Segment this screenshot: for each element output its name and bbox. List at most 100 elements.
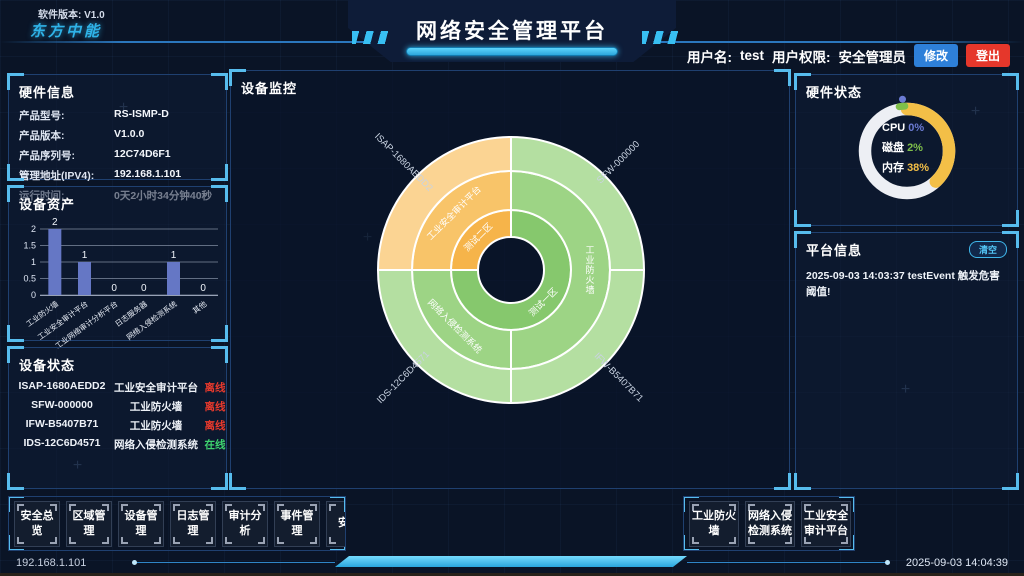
- slash-decoration-left: [352, 31, 392, 44]
- device-status-panel: 设备状态 ISAP-1680AEDD2 工业安全审计平台 离线 SFW-000000 工…: [7, 346, 228, 490]
- device-status-row: ISAP-1680AEDD2 工业安全审计平台 离线: [9, 378, 226, 397]
- nav-button[interactable]: 工业防火墙: [689, 500, 739, 547]
- sunburst-segment[interactable]: [376, 135, 512, 271]
- clear-button[interactable]: 清空: [968, 241, 1007, 258]
- device-status-title: 设备状态: [19, 358, 76, 373]
- info-label: 产品型号:: [19, 109, 65, 122]
- info-value: V1.0.0: [114, 127, 145, 140]
- status-bar-deco: [335, 556, 687, 567]
- bar[interactable]: [77, 262, 91, 295]
- platform-info-title: 平台信息: [806, 243, 863, 258]
- device-type: 工业防火墙: [129, 420, 183, 432]
- svg-text:0: 0: [30, 290, 35, 300]
- svg-text:2: 2: [30, 224, 35, 234]
- hardware-info-row: 产品型号: RS-ISMP-D: [9, 105, 226, 125]
- platform-info-panel: 平台信息 清空 2025-09-03 14:03:37 testEvent 触发…: [794, 231, 1019, 490]
- device-monitor-title: 设备监控: [241, 81, 298, 96]
- bottom-nav-right: 工业防火墙 网络入侵检测系统 工业安全审计平台: [683, 496, 855, 551]
- device-code: IFW-B5407B71: [25, 418, 99, 430]
- status-bar-line-right: [687, 560, 890, 565]
- device-assets-title: 设备资产: [19, 197, 76, 212]
- device-status-table: ISAP-1680AEDD2 工业安全审计平台 离线 SFW-000000 工业防火墙离…: [9, 378, 226, 454]
- svg-text:2: 2: [52, 217, 58, 228]
- platform-event-message: 2025-09-03 14:03:37 testEvent 触发危害阈值!: [806, 270, 1000, 298]
- device-type: 工业安全审计平台: [114, 382, 198, 394]
- device-type: 工业防火墙: [129, 401, 183, 413]
- info-value: 12C74D6F1: [114, 147, 171, 160]
- assets-bar-chart: 00.511.522工业防火墙1工业安全审计平台0工业网络审计分析平台0日志服务…: [23, 217, 218, 351]
- svg-text:0.5: 0.5: [23, 274, 36, 284]
- bar[interactable]: [166, 262, 180, 295]
- status-badge: 离线: [204, 420, 226, 432]
- bottom-nav-left: 安全总览区域管理设备管理日志管理审计分析事件管理安全: [8, 496, 346, 551]
- brand-logo: 东方中能: [30, 23, 103, 40]
- info-value: RS-ISMP-D: [114, 107, 169, 120]
- user-info-bar: 用户名: test 用户权限: 安全管理员 修改 登出: [687, 44, 1010, 67]
- device-type: 网络入侵检测系统: [114, 439, 198, 451]
- modify-button[interactable]: 修改: [913, 44, 958, 67]
- svg-text:0: 0: [111, 283, 117, 294]
- device-assets-panel: 设备资产 0 0.5 1 1.5 2 2 工业防火墙 1 工业安全审计平台 0 工业网络审计分析平台…: [7, 185, 228, 351]
- username-label: 用户名:: [686, 49, 732, 65]
- nav-button[interactable]: 设备管理: [118, 500, 164, 547]
- device-monitor-panel: 测试一区 测试二区 工业防火墙 网络入侵检测系统 工业安全审计平台 SFW-000000 I…: [229, 69, 791, 490]
- svg-text:其他: 其他: [190, 298, 208, 315]
- hardware-status-gauge: CPU 0% 磁盘 2% 内存 38%: [858, 95, 956, 200]
- hardware-status-panel: 硬件状态 CPU 0% 磁盘 2% 内存 38%: [794, 73, 1019, 227]
- hardware-status-title: 硬件状态: [806, 85, 863, 100]
- device-status-row: IFW-B5407B71 工业防火墙 离线: [9, 416, 226, 435]
- nav-button[interactable]: 网络入侵检测系统: [745, 500, 795, 547]
- nav-button[interactable]: 日志管理: [170, 500, 216, 547]
- nav-button-group-left: 安全总览区域管理设备管理日志管理审计分析事件管理安全: [9, 497, 345, 550]
- nav-button[interactable]: 区域管理: [66, 500, 112, 547]
- svg-text:1: 1: [81, 250, 87, 261]
- info-label: 产品版本:: [19, 129, 65, 142]
- nav-button-group-right: 工业防火墙 网络入侵检测系统 工业安全审计平台: [684, 497, 854, 550]
- svg-text:0: 0: [200, 283, 206, 294]
- status-bar-ip: 192.168.1.101: [16, 557, 87, 569]
- sunburst-label: IDS-12C6D4571: [375, 349, 432, 406]
- gauge-metric: CPU 0%: [882, 122, 924, 134]
- nav-button[interactable]: 事件管理: [274, 500, 320, 547]
- info-value: 192.168.1.101: [114, 167, 182, 180]
- title-underline-bar: [406, 47, 618, 56]
- status-bar-datetime: 2025-09-03 14:04:39: [905, 557, 1008, 569]
- bottom-edge-strip: [0, 573, 1024, 576]
- page-title: 网络安全管理平台: [416, 20, 608, 43]
- nav-button[interactable]: 审计分析: [222, 500, 268, 547]
- svg-text:0: 0: [141, 283, 147, 294]
- gauge-metric: 磁盘 2%: [882, 140, 923, 154]
- info-label: 管理地址(IPV4):: [19, 169, 95, 182]
- svg-text:工业安全审计平台: 工业安全审计平台: [35, 299, 89, 342]
- status-bar-line-left: [132, 560, 335, 565]
- hardware-info-panel: 硬件信息 产品型号: RS-ISMP-D 产品版本: V1.0.0 产品序列号: 12C7…: [7, 73, 228, 202]
- gauge-metric: 内存 38%: [882, 160, 929, 174]
- gauge-cpu-dot: [899, 95, 906, 103]
- permission-value: 安全管理员: [838, 49, 906, 65]
- svg-text:网络入侵检测系统: 网络入侵检测系统: [124, 298, 179, 342]
- svg-text:1: 1: [170, 250, 176, 261]
- hardware-info-row: 管理地址(IPV4): 192.168.1.101: [9, 165, 226, 185]
- status-badge: 离线: [204, 401, 226, 413]
- software-version: 软件版本: V1.0: [38, 10, 105, 21]
- svg-text:1.5: 1.5: [23, 241, 36, 251]
- nav-button[interactable]: 安全: [326, 500, 345, 547]
- bar[interactable]: [47, 229, 61, 295]
- nav-button[interactable]: 工业安全审计平台: [801, 500, 851, 547]
- status-badge: 离线: [204, 382, 226, 394]
- slash-decoration-right: [642, 31, 682, 44]
- sunburst-label: SFW-000000: [595, 139, 642, 186]
- sunburst-label: 工业防火墙: [585, 245, 594, 295]
- hardware-info-title: 硬件信息: [19, 85, 76, 100]
- svg-text:1: 1: [30, 257, 35, 267]
- gauge-arc: [900, 102, 956, 188]
- permission-label: 用户权限:: [771, 49, 831, 65]
- status-badge: 在线: [204, 439, 226, 451]
- sunburst-label: ISAP-1680AEDD2: [372, 131, 435, 194]
- device-code: SFW-000000: [31, 399, 93, 411]
- logout-button[interactable]: 登出: [965, 44, 1010, 67]
- nav-button[interactable]: 安全总览: [14, 500, 60, 547]
- gauge-arc: [895, 102, 909, 111]
- sunburst-label: IFW-B5407B71: [592, 351, 646, 405]
- device-status-row: SFW-000000 工业防火墙 离线: [9, 397, 226, 416]
